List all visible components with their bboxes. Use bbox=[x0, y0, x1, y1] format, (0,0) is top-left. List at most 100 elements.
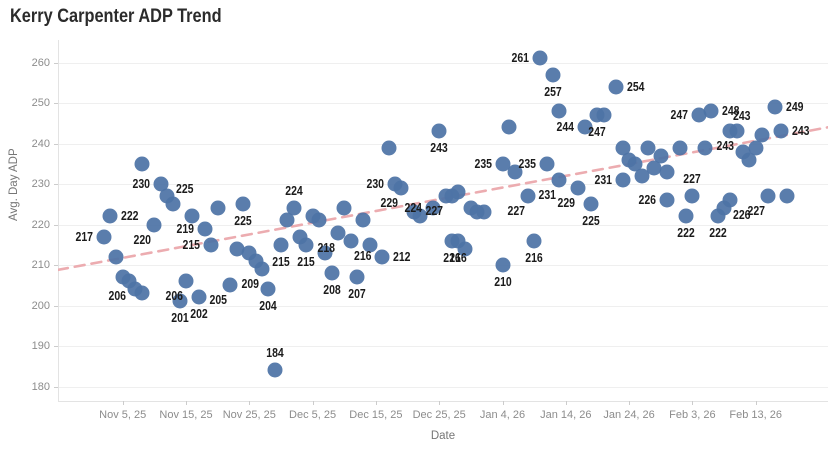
data-point[interactable] bbox=[330, 225, 346, 241]
data-point[interactable] bbox=[659, 192, 675, 208]
data-point[interactable] bbox=[520, 188, 536, 204]
data-point[interactable] bbox=[703, 103, 719, 119]
data-point[interactable] bbox=[583, 196, 599, 212]
data-point[interactable] bbox=[254, 261, 270, 277]
data-point[interactable] bbox=[203, 237, 219, 253]
data-point[interactable] bbox=[634, 168, 650, 184]
data-point[interactable] bbox=[134, 156, 150, 172]
data-point[interactable] bbox=[495, 257, 510, 273]
data-point[interactable] bbox=[381, 140, 397, 156]
data-point[interactable] bbox=[539, 156, 555, 172]
data-point[interactable] bbox=[450, 184, 466, 200]
data-point[interactable] bbox=[393, 180, 409, 196]
data-point[interactable] bbox=[748, 140, 764, 156]
data-point[interactable] bbox=[577, 119, 593, 135]
data-point[interactable] bbox=[551, 103, 567, 119]
data-point[interactable] bbox=[457, 241, 473, 257]
data-point[interactable] bbox=[646, 160, 662, 176]
data-point[interactable] bbox=[412, 208, 428, 224]
data-point[interactable] bbox=[767, 99, 783, 115]
data-point[interactable] bbox=[298, 237, 314, 253]
data-point[interactable] bbox=[722, 192, 738, 208]
data-point[interactable] bbox=[615, 140, 631, 156]
data-point[interactable] bbox=[608, 79, 624, 95]
data-point[interactable] bbox=[343, 233, 359, 249]
point-label: 219 bbox=[176, 221, 194, 236]
point-label: 243 bbox=[716, 139, 734, 154]
data-point[interactable] bbox=[355, 212, 371, 228]
point-label: 249 bbox=[785, 100, 804, 115]
data-point[interactable] bbox=[191, 289, 207, 305]
point-label: 261 bbox=[511, 51, 530, 66]
data-point[interactable] bbox=[286, 200, 302, 216]
data-point[interactable] bbox=[349, 269, 365, 285]
point-label: 231 bbox=[538, 187, 557, 202]
data-point[interactable] bbox=[551, 172, 567, 188]
data-point[interactable] bbox=[235, 196, 251, 212]
data-point[interactable] bbox=[374, 249, 390, 265]
data-point[interactable] bbox=[362, 237, 378, 253]
data-point[interactable] bbox=[545, 67, 561, 83]
data-point[interactable] bbox=[260, 281, 276, 297]
x-tick-label: Jan 4, 26 bbox=[479, 409, 526, 421]
data-point[interactable] bbox=[697, 140, 713, 156]
data-point[interactable] bbox=[741, 152, 757, 168]
data-point[interactable] bbox=[317, 245, 333, 261]
data-point[interactable] bbox=[153, 176, 169, 192]
point-label: 224 bbox=[284, 184, 303, 199]
data-point[interactable] bbox=[754, 127, 770, 143]
y-tick-label: 230 bbox=[31, 178, 50, 190]
data-point[interactable] bbox=[431, 123, 447, 139]
y-tickmark bbox=[54, 346, 58, 347]
data-point[interactable] bbox=[615, 172, 631, 188]
data-point[interactable] bbox=[507, 164, 523, 180]
data-point[interactable] bbox=[532, 50, 548, 66]
data-point[interactable] bbox=[197, 221, 213, 237]
point-label: 257 bbox=[544, 84, 562, 99]
data-point[interactable] bbox=[501, 119, 517, 135]
data-point[interactable] bbox=[324, 265, 340, 281]
data-point[interactable] bbox=[146, 217, 162, 232]
data-point[interactable] bbox=[779, 188, 795, 204]
data-point[interactable] bbox=[691, 107, 707, 123]
data-point[interactable] bbox=[172, 293, 188, 309]
point-label: 243 bbox=[430, 141, 448, 156]
data-point[interactable] bbox=[279, 212, 295, 228]
data-point[interactable] bbox=[773, 123, 789, 139]
data-point[interactable] bbox=[273, 237, 289, 253]
point-label: 208 bbox=[322, 283, 341, 298]
data-point[interactable] bbox=[184, 208, 200, 224]
data-point[interactable] bbox=[627, 156, 643, 172]
data-point[interactable] bbox=[108, 249, 124, 265]
point-label: 212 bbox=[393, 249, 411, 264]
point-label: 227 bbox=[424, 204, 443, 219]
data-point[interactable] bbox=[760, 188, 776, 204]
y-tickmark bbox=[54, 62, 58, 64]
data-point[interactable] bbox=[659, 164, 675, 180]
data-point[interactable] bbox=[653, 148, 669, 164]
data-point[interactable] bbox=[684, 188, 700, 204]
data-point[interactable] bbox=[336, 200, 352, 216]
data-point[interactable] bbox=[134, 285, 150, 301]
data-point[interactable] bbox=[596, 107, 612, 123]
data-point[interactable] bbox=[222, 277, 238, 293]
data-point[interactable] bbox=[311, 212, 327, 228]
x-tickmark bbox=[122, 401, 124, 405]
data-point[interactable] bbox=[570, 180, 586, 196]
data-point[interactable] bbox=[425, 200, 441, 216]
point-label: 222 bbox=[121, 209, 139, 224]
data-point[interactable] bbox=[526, 233, 542, 249]
data-point[interactable] bbox=[102, 208, 118, 224]
data-point[interactable] bbox=[640, 140, 656, 156]
data-point[interactable] bbox=[476, 204, 491, 220]
data-point[interactable] bbox=[729, 123, 745, 139]
data-point[interactable] bbox=[210, 200, 226, 216]
data-point[interactable] bbox=[229, 241, 245, 257]
data-point[interactable] bbox=[495, 156, 510, 172]
data-point[interactable] bbox=[165, 196, 181, 212]
data-point[interactable] bbox=[678, 208, 694, 224]
data-point[interactable] bbox=[267, 362, 283, 378]
data-point[interactable] bbox=[96, 229, 112, 245]
data-point[interactable] bbox=[672, 140, 688, 156]
data-point[interactable] bbox=[178, 273, 194, 289]
